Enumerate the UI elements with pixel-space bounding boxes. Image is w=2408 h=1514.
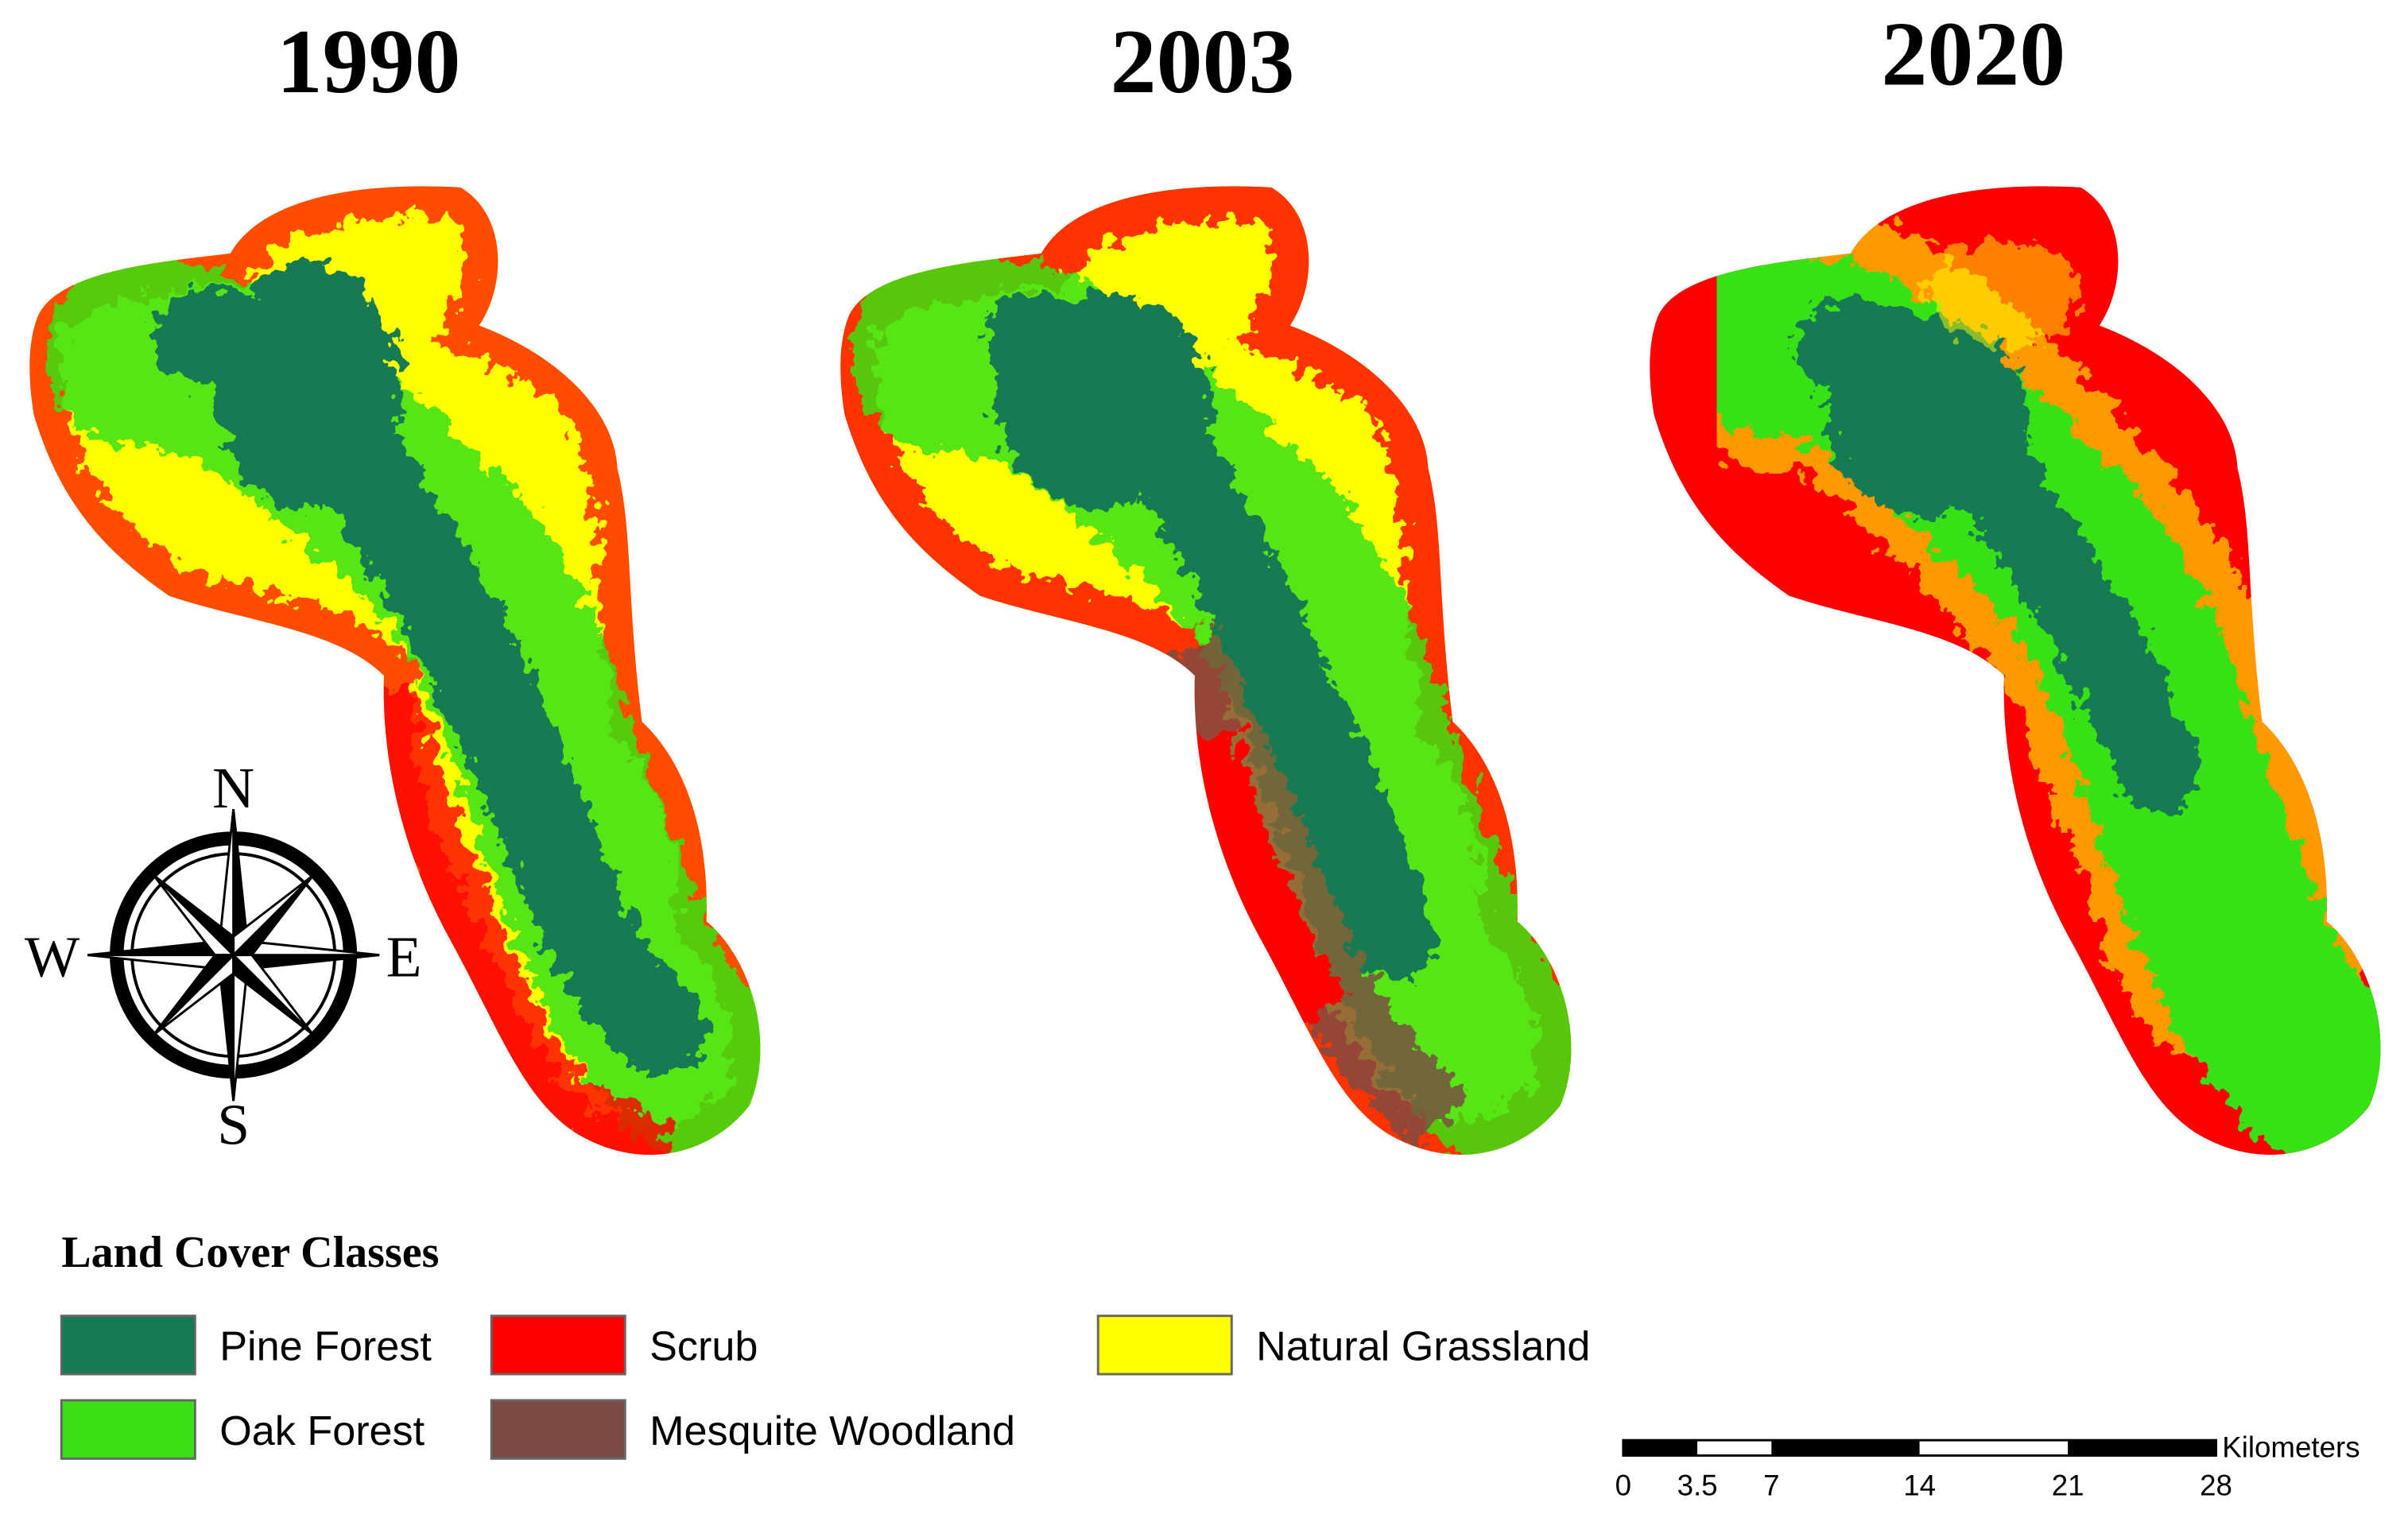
- legend-swatch: [490, 1399, 626, 1460]
- scale-segment: [1919, 1440, 2069, 1456]
- compass-letter: W: [25, 925, 80, 989]
- legend-label: Natural Grassland: [1256, 1324, 1590, 1370]
- land-cover-map: [29, 186, 761, 1156]
- land-cover-layer: [215, 261, 400, 507]
- scale-tick-label: 7: [1763, 1469, 1779, 1502]
- scale-outline: [1622, 1438, 2217, 1457]
- legend-label: Pine Forest: [219, 1324, 432, 1370]
- legend-label: Mesquite Woodland: [650, 1408, 1015, 1454]
- land-cover-layer: [1169, 728, 1347, 1033]
- legend-title: Land Cover Classes: [61, 1228, 439, 1277]
- scale-segment: [1623, 1440, 1698, 1456]
- compass-letter: N: [212, 756, 254, 820]
- legend-label: Oak Forest: [219, 1408, 425, 1454]
- land-cover-map: [840, 186, 1572, 1156]
- land-cover-layer: [995, 292, 1211, 507]
- legend-label: Scrub: [650, 1324, 758, 1370]
- scale-tick-label: 0: [1615, 1469, 1631, 1502]
- scale-tick-label: 21: [2052, 1469, 2084, 1502]
- legend-swatch: [1096, 1315, 1233, 1376]
- scale-bar: 0 3.5 7 14 21 28 Kilometers: [1615, 1431, 2360, 1501]
- legend: Pine Forest Scrub Natural Grassland Oak For…: [60, 1315, 1590, 1460]
- scale-segment: [1771, 1440, 1920, 1456]
- land-cover-map: [1650, 186, 2381, 1156]
- scale-tick-label: 28: [2200, 1469, 2232, 1502]
- legend-swatch: [60, 1315, 196, 1376]
- panel-title: 2020: [1881, 3, 2065, 105]
- land-cover-layer: [1161, 625, 1468, 1148]
- legend-swatch: [490, 1315, 626, 1376]
- scale-tick-label: 14: [1903, 1469, 1936, 1502]
- compass-letter: S: [217, 1092, 250, 1156]
- land-cover-layer: [354, 682, 671, 1156]
- legend-swatch: [60, 1399, 196, 1460]
- panel-title: 2003: [1111, 11, 1295, 113]
- land-cover-layer: [1927, 238, 2081, 346]
- scale-segment: [1697, 1440, 1772, 1456]
- scale-segment: [2068, 1440, 2216, 1456]
- scale-tick-label: 3.5: [1677, 1469, 1718, 1502]
- land-cover-layer: [1827, 315, 2027, 515]
- compass-letter: E: [386, 925, 422, 989]
- scale-unit: Kilometers: [2222, 1431, 2360, 1463]
- compass-rose: [87, 809, 380, 1102]
- panel-title: 1990: [277, 11, 461, 113]
